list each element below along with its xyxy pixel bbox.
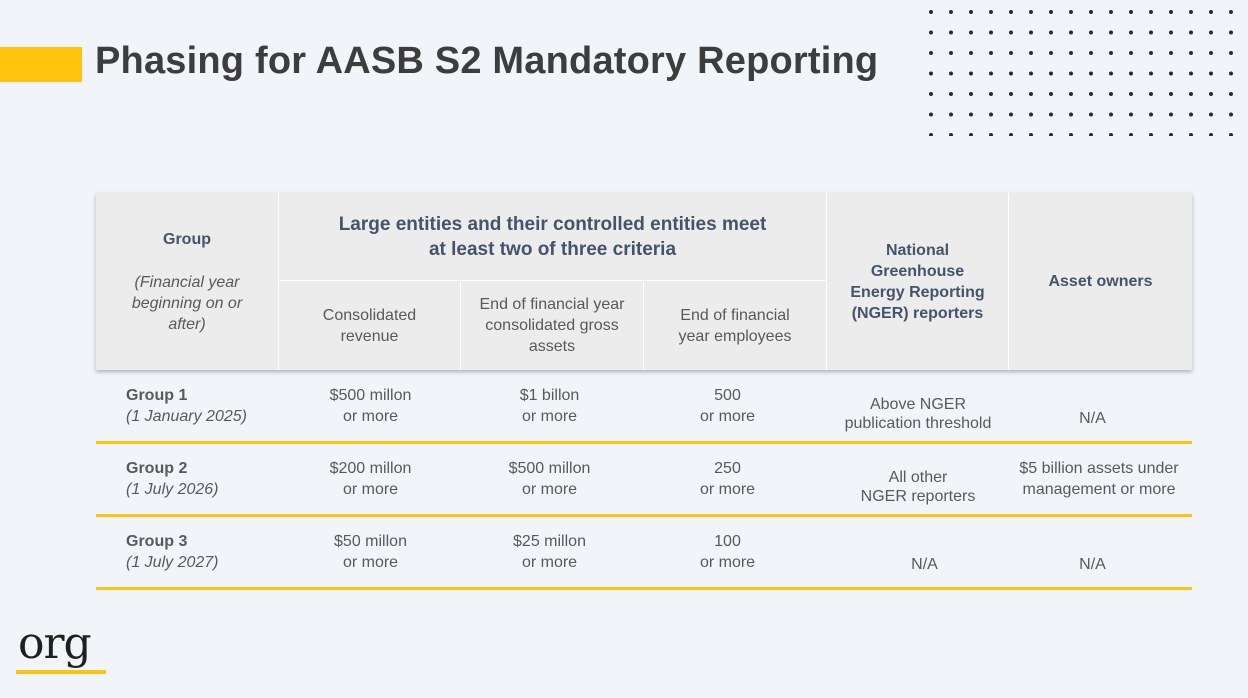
nger-cell: N/A	[911, 555, 938, 573]
logo-underline	[16, 670, 106, 674]
row-divider	[96, 587, 1192, 590]
asset-owners-cell: $5 billion assets under management or mo…	[1019, 460, 1179, 498]
table-row-group-2: Group 2 (1 July 2026) $200 millon or mor…	[96, 444, 1192, 517]
criteria-header-assets: End of financial year consolidated gross…	[479, 296, 625, 355]
nger-header-cell: National Greenhouse Energy Reporting (NG…	[827, 193, 1008, 370]
org-logo-icon: org	[16, 618, 108, 684]
row-divider	[96, 514, 1192, 517]
nger-cell: Above NGER publication threshold	[844, 396, 992, 432]
group-header-cell: Group (Financial year beginning on or af…	[96, 193, 278, 370]
table-header: Group (Financial year beginning on or af…	[96, 193, 1192, 370]
assets-cell: $25 millon or more	[513, 533, 586, 571]
logo-text: org	[18, 618, 92, 669]
employees-cell: 250 or more	[699, 460, 756, 498]
table-row-group-3: Group 3 (1 July 2027) $50 millon or more…	[96, 517, 1192, 590]
asset-owners-header-cell: Asset owners	[1009, 193, 1192, 370]
revenue-cell: $500 millon or more	[329, 387, 412, 425]
revenue-cell: $50 millon or more	[334, 533, 407, 571]
large-entities-title: Large entities and their controlled enti…	[338, 213, 767, 260]
large-entities-header: Large entities and their controlled enti…	[279, 193, 826, 280]
asset-owners-cell: N/A	[1079, 555, 1106, 573]
assets-cell: $1 billon or more	[519, 387, 580, 425]
group-header-note: (Financial year beginning on or after)	[131, 273, 243, 333]
table-row-group-1: Group 1 (1 January 2025) $500 millon or …	[96, 371, 1192, 444]
nger-cell: All other NGER reporters	[860, 469, 976, 505]
asset-owners-cell: N/A	[1079, 409, 1106, 427]
page-title: Phasing for AASB S2 Mandatory Reporting	[95, 40, 879, 82]
asset-owners-header-label: Asset owners	[1048, 273, 1153, 290]
group-cell: Group 3 (1 July 2027)	[126, 533, 219, 571]
row-divider	[96, 441, 1192, 444]
criteria-header-employees: End of financial year employees	[678, 306, 792, 345]
assets-cell: $500 millon or more	[508, 460, 591, 498]
group-cell: Group 2 (1 July 2026)	[126, 460, 219, 498]
title-accent-bar	[0, 47, 82, 82]
nger-header-label: National Greenhouse Energy Reporting (NG…	[850, 241, 985, 322]
group-header-label: Group	[163, 230, 211, 248]
employees-cell: 500 or more	[699, 387, 756, 425]
employees-cell: 100 or more	[699, 533, 756, 571]
revenue-cell: $200 millon or more	[329, 460, 412, 498]
group-cell: Group 1 (1 January 2025)	[126, 387, 247, 425]
dot-pattern-decoration	[929, 10, 1233, 136]
criteria-header-revenue: Consolidated revenue	[322, 306, 417, 345]
